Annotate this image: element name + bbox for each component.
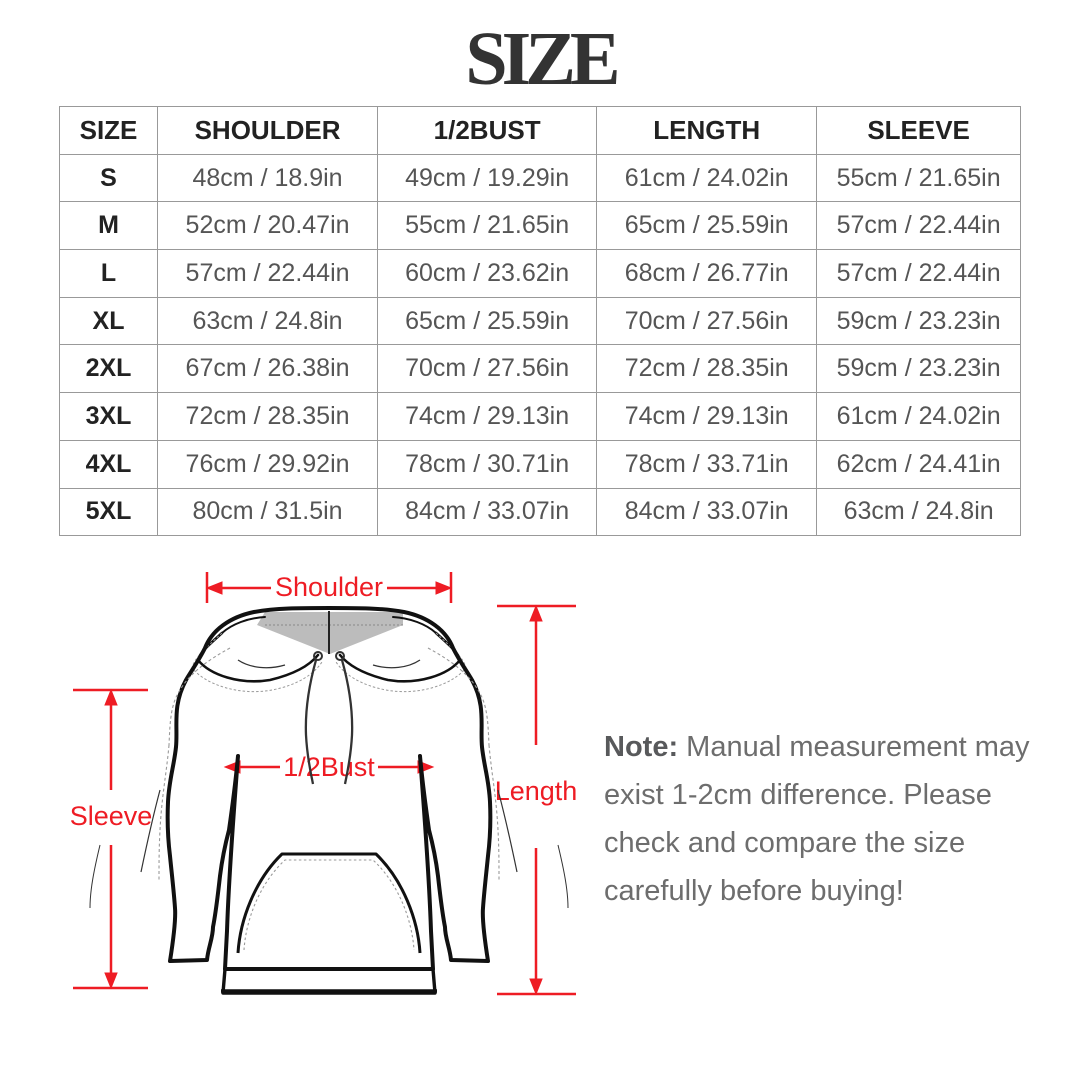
svg-text:Shoulder: Shoulder xyxy=(275,572,383,602)
svg-text:Length: Length xyxy=(495,776,578,806)
svg-text:1/2Bust: 1/2Bust xyxy=(283,752,375,782)
svg-text:Sleeve: Sleeve xyxy=(70,801,153,831)
